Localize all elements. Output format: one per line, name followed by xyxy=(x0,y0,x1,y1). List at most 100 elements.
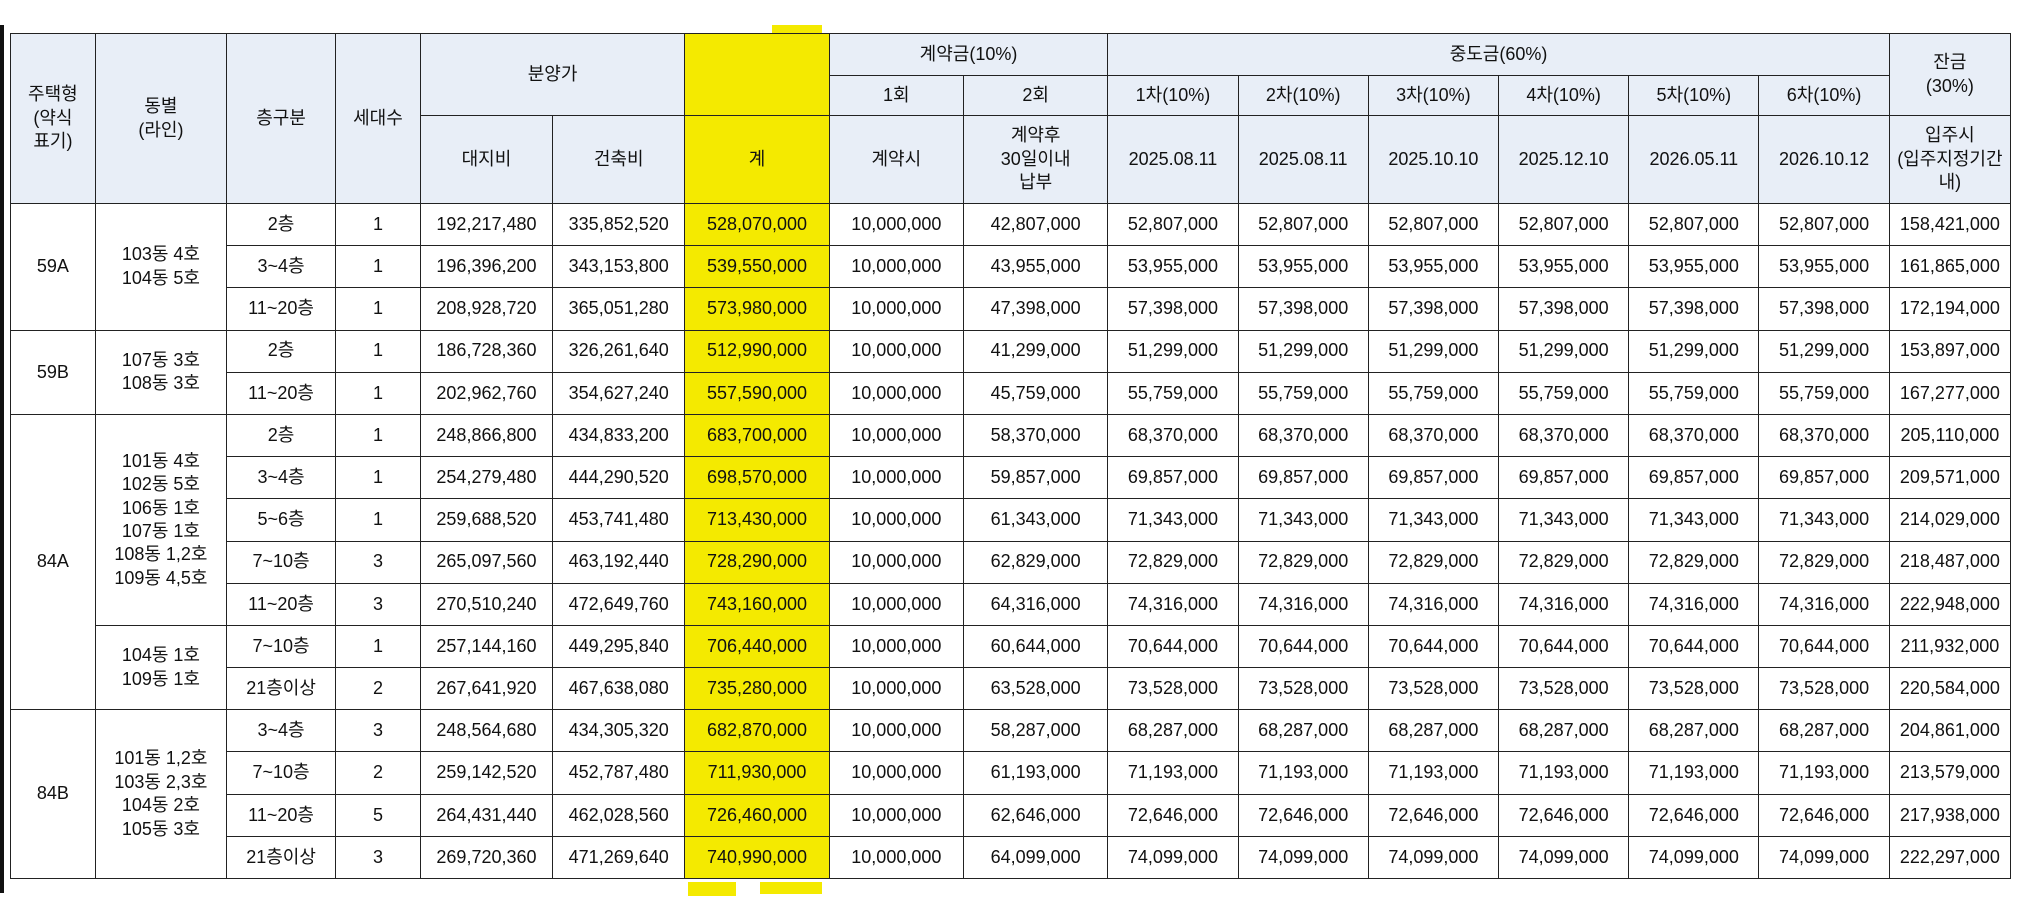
table-row: 11~20층 5 264,431,440 462,028,560 726,460,000… xyxy=(11,793,2012,837)
land-price-cell: 259,688,520 xyxy=(419,498,554,542)
middle-4-cell: 70,644,000 xyxy=(1497,624,1630,669)
middle-6-cell: 68,287,000 xyxy=(1758,709,1890,753)
middle-6-cell: 57,398,000 xyxy=(1758,287,1890,331)
total-price-cell: 740,990,000 xyxy=(684,835,830,880)
floor-cell: 2층 xyxy=(226,329,337,373)
land-price-cell: 192,217,480 xyxy=(419,202,554,247)
middle-1-cell: 68,370,000 xyxy=(1107,413,1239,458)
units-cell: 3 xyxy=(335,582,421,626)
table-header: 주택형 (약식 표기) 동별 (라인) 층구분 세대수 분양가 계약금(10%)… xyxy=(10,33,2012,204)
middle-2-cell: 74,099,000 xyxy=(1237,835,1369,880)
deposit-1-cell: 10,000,000 xyxy=(828,287,964,331)
total-price-cell: 682,870,000 xyxy=(684,709,830,753)
middle-4-cell: 53,955,000 xyxy=(1497,245,1630,289)
building-price-cell: 452,787,480 xyxy=(552,751,686,795)
deposit-2-cell: 42,807,000 xyxy=(962,202,1109,247)
deposit-1-cell: 10,000,000 xyxy=(828,413,964,458)
header-price-group: 분양가 xyxy=(419,33,686,116)
middle-3-cell: 55,759,000 xyxy=(1367,371,1500,415)
middle-4-cell: 71,343,000 xyxy=(1497,498,1630,542)
middle-6-cell: 74,316,000 xyxy=(1758,582,1890,626)
middle-4-cell: 69,857,000 xyxy=(1497,456,1630,500)
middle-2-cell: 55,759,000 xyxy=(1237,371,1369,415)
balance-cell: 213,579,000 xyxy=(1888,751,2012,795)
middle-3-cell: 51,299,000 xyxy=(1367,329,1500,373)
middle-5-cell: 53,955,000 xyxy=(1628,245,1760,289)
middle-4-cell: 51,299,000 xyxy=(1497,329,1630,373)
middle-2-cell: 53,955,000 xyxy=(1237,245,1369,289)
deposit-1-cell: 10,000,000 xyxy=(828,835,964,880)
middle-6-cell: 69,857,000 xyxy=(1758,456,1890,500)
middle-6-cell: 52,807,000 xyxy=(1758,202,1890,247)
dong-cell: 107동 3호 108동 3호 xyxy=(94,329,228,415)
deposit-1-cell: 10,000,000 xyxy=(828,202,964,247)
deposit-2-cell: 58,287,000 xyxy=(962,709,1109,753)
dong-cell: 101동 4호 102동 5호 106동 1호 107동 1호 108동 1,2… xyxy=(94,413,228,626)
middle-4-cell: 55,759,000 xyxy=(1497,371,1630,415)
middle-2-cell: 68,287,000 xyxy=(1237,709,1369,753)
floor-cell: 11~20층 xyxy=(226,287,337,331)
left-edge-bar xyxy=(0,25,4,893)
middle-2-cell: 71,193,000 xyxy=(1237,751,1369,795)
header-middle-4: 4차(10%) xyxy=(1497,75,1630,116)
balance-cell: 214,029,000 xyxy=(1888,498,2012,542)
deposit-1-cell: 10,000,000 xyxy=(828,329,964,373)
floor-cell: 11~20층 xyxy=(226,582,337,626)
deposit-1-cell: 10,000,000 xyxy=(828,709,964,753)
deposit-2-cell: 60,644,000 xyxy=(962,624,1109,669)
dong-cell: 103동 4호 104동 5호 xyxy=(94,203,228,331)
middle-3-cell: 74,316,000 xyxy=(1367,582,1500,626)
middle-3-cell: 68,370,000 xyxy=(1367,413,1500,458)
floor-cell: 3~4층 xyxy=(226,709,337,753)
table-row: 11~20층 1 202,962,760 354,627,240 557,590,000… xyxy=(11,371,2012,415)
units-cell: 3 xyxy=(335,540,421,584)
middle-2-cell: 72,829,000 xyxy=(1237,540,1369,584)
middle-5-cell: 71,343,000 xyxy=(1628,498,1760,542)
table-row: 21층이상 3 269,720,360 471,269,640 740,990,000 1… xyxy=(11,835,2012,880)
middle-2-cell: 68,370,000 xyxy=(1237,413,1369,458)
middle-5-cell: 70,644,000 xyxy=(1628,624,1760,669)
balance-cell: 158,421,000 xyxy=(1888,202,2012,247)
table-row: 11~20층 1 208,928,720 365,051,280 573,980,000… xyxy=(11,287,2012,331)
deposit-2-cell: 41,299,000 xyxy=(962,329,1109,373)
table-row: 3~4층 1 254,279,480 444,290,520 698,570,000 10… xyxy=(11,456,2012,500)
building-price-cell: 449,295,840 xyxy=(552,624,686,669)
deposit-1-cell: 10,000,000 xyxy=(828,245,964,289)
balance-cell: 211,932,000 xyxy=(1888,624,2012,669)
deposit-1-cell: 10,000,000 xyxy=(828,667,964,711)
total-price-cell: 728,290,000 xyxy=(684,540,830,584)
header-land: 대지비 xyxy=(419,115,554,204)
deposit-1-cell: 10,000,000 xyxy=(828,624,964,669)
middle-1-cell: 72,829,000 xyxy=(1107,540,1239,584)
middle-4-cell: 57,398,000 xyxy=(1497,287,1630,331)
table-row: 5~6층 1 259,688,520 453,741,480 713,430,000 10… xyxy=(11,498,2012,542)
deposit-1-cell: 10,000,000 xyxy=(828,540,964,584)
middle-1-cell: 52,807,000 xyxy=(1107,202,1239,247)
middle-3-cell: 71,193,000 xyxy=(1367,751,1500,795)
header-dong: 동별 (라인) xyxy=(94,33,228,204)
header-floor: 층구분 xyxy=(226,33,337,204)
middle-6-cell: 55,759,000 xyxy=(1758,371,1890,415)
deposit-1-cell: 10,000,000 xyxy=(828,456,964,500)
highlight-mark-bottom-right xyxy=(760,882,822,894)
floor-cell: 3~4층 xyxy=(226,456,337,500)
middle-6-cell: 68,370,000 xyxy=(1758,413,1890,458)
table-body: 59A 103동 4호 104동 5호 2층 1 192,217,480 335,852,… xyxy=(10,202,2012,880)
middle-1-cell: 68,287,000 xyxy=(1107,709,1239,753)
middle-3-cell: 52,807,000 xyxy=(1367,202,1500,247)
land-price-cell: 264,431,440 xyxy=(419,793,554,837)
middle-4-cell: 68,287,000 xyxy=(1497,709,1630,753)
middle-1-cell: 51,299,000 xyxy=(1107,329,1239,373)
building-price-cell: 326,261,640 xyxy=(552,329,686,373)
header-middle-5: 5차(10%) xyxy=(1628,75,1760,116)
header-deposit-group: 계약금(10%) xyxy=(828,33,1109,76)
table-row: 59A 103동 4호 104동 5호 2층 1 192,217,480 335,852,… xyxy=(10,202,2012,331)
land-price-cell: 257,144,160 xyxy=(419,624,554,669)
land-price-cell: 270,510,240 xyxy=(419,582,554,626)
deposit-2-cell: 61,343,000 xyxy=(962,498,1109,542)
middle-3-cell: 71,343,000 xyxy=(1367,498,1500,542)
floor-cell: 11~20층 xyxy=(226,371,337,415)
middle-2-cell: 72,646,000 xyxy=(1237,793,1369,837)
land-price-cell: 259,142,520 xyxy=(419,751,554,795)
middle-2-cell: 57,398,000 xyxy=(1237,287,1369,331)
